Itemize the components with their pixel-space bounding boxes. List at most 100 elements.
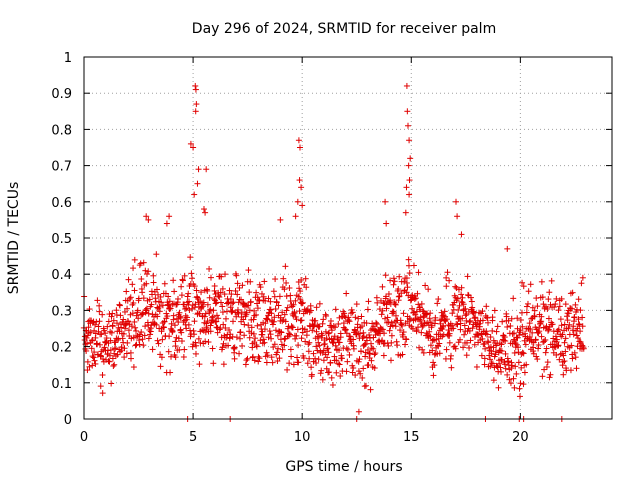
data-point (570, 331, 577, 338)
data-point (202, 310, 209, 317)
data-point (292, 213, 299, 220)
data-point (355, 368, 362, 375)
data-point (577, 307, 584, 314)
data-point (257, 284, 264, 291)
data-point (478, 352, 485, 359)
data-point (379, 326, 386, 333)
data-point (525, 288, 532, 295)
data-point (382, 198, 389, 205)
data-point (484, 319, 491, 326)
data-point (187, 140, 194, 147)
data-point (362, 340, 369, 347)
data-point (234, 306, 241, 313)
data-point (184, 314, 191, 321)
data-point (283, 293, 290, 300)
data-point (166, 305, 173, 312)
data-point (98, 348, 105, 355)
data-point (127, 294, 134, 301)
data-point (402, 341, 409, 348)
data-point (315, 356, 322, 363)
data-point (271, 341, 278, 348)
data-point (565, 310, 572, 317)
data-point (552, 333, 559, 340)
data-point (319, 320, 326, 327)
data-point (200, 299, 207, 306)
data-point (245, 267, 252, 274)
data-point (191, 331, 198, 338)
data-point (407, 316, 414, 323)
data-point (371, 351, 378, 358)
data-point (360, 365, 367, 372)
data-point (463, 352, 470, 359)
data-point (329, 382, 336, 389)
data-point (560, 371, 567, 378)
data-point (233, 272, 240, 279)
data-point (161, 318, 168, 325)
data-point (128, 323, 135, 330)
data-point (363, 320, 370, 327)
data-point (296, 308, 303, 315)
data-point (314, 347, 321, 354)
data-point (481, 361, 488, 368)
data-point (425, 286, 432, 293)
data-point (202, 209, 209, 216)
data-point (495, 384, 502, 391)
data-point (460, 344, 467, 351)
data-point (484, 314, 491, 321)
data-point (143, 271, 150, 278)
data-point (236, 284, 243, 291)
data-point (553, 336, 560, 343)
data-point (160, 324, 167, 331)
data-point (346, 318, 353, 325)
data-point (260, 336, 267, 343)
data-point (306, 339, 313, 346)
data-point (352, 372, 359, 379)
data-point (172, 343, 179, 350)
data-point (302, 275, 309, 282)
y-tick-label: 0.4 (51, 268, 72, 283)
data-point (440, 322, 447, 329)
data-point (219, 344, 226, 351)
data-point (362, 353, 369, 360)
data-point (539, 373, 546, 380)
data-point (562, 335, 569, 342)
data-point (245, 302, 252, 309)
data-point (395, 293, 402, 300)
data-point (138, 276, 145, 283)
data-point (232, 287, 239, 294)
data-point (498, 348, 505, 355)
data-point (153, 251, 160, 258)
data-point (520, 283, 527, 290)
data-point (382, 315, 389, 322)
data-point (390, 275, 397, 282)
data-point (326, 329, 333, 336)
data-point (335, 360, 342, 367)
data-point (387, 297, 394, 304)
data-point (281, 342, 288, 349)
data-point (139, 310, 146, 317)
data-point (562, 348, 569, 355)
data-point (431, 362, 438, 369)
data-point (149, 346, 156, 353)
data-point (475, 332, 482, 339)
data-point (248, 324, 255, 331)
data-point (449, 322, 456, 329)
data-point (382, 272, 389, 279)
data-point (516, 385, 523, 392)
data-point (372, 350, 379, 357)
data-point (499, 318, 506, 325)
data-point (106, 358, 113, 365)
data-point (229, 300, 236, 307)
data-point (357, 370, 364, 377)
data-point (489, 360, 496, 367)
data-point (190, 144, 197, 151)
data-point (139, 336, 146, 343)
data-point (505, 317, 512, 324)
data-point (91, 349, 98, 356)
data-point (290, 361, 297, 368)
data-point (192, 301, 199, 308)
data-point (320, 357, 327, 364)
data-point (233, 334, 240, 341)
data-point (393, 338, 400, 345)
data-point (575, 321, 582, 328)
